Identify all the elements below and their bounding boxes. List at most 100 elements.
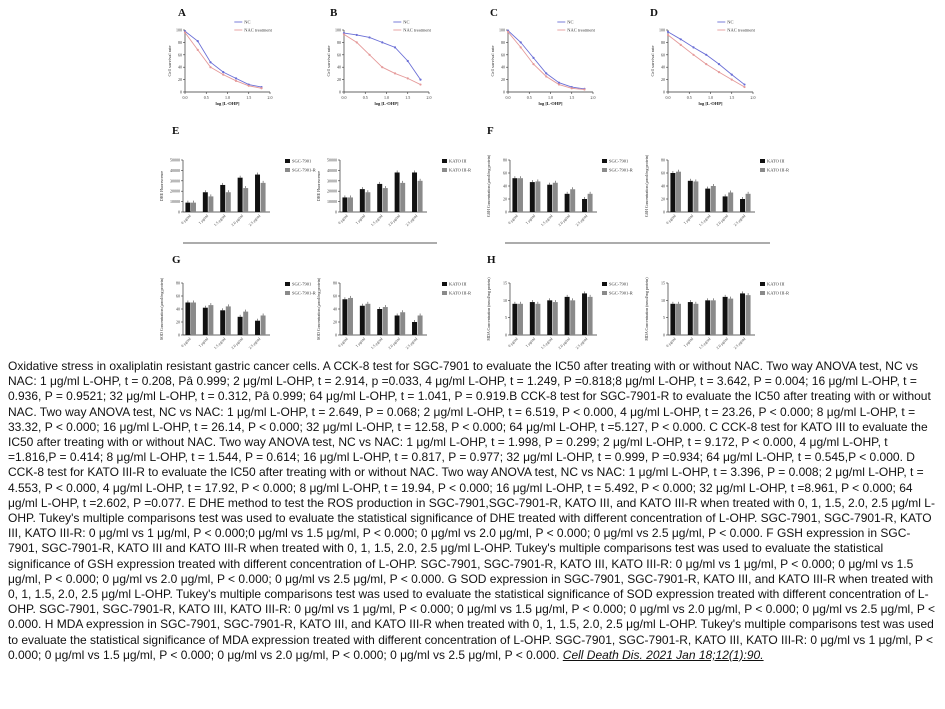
data-point	[570, 87, 573, 90]
bar-resistant	[400, 312, 406, 335]
x-tick-label: 2.5 μg/ml	[575, 337, 588, 350]
data-point	[406, 59, 409, 63]
x-tick-label: 2.5 μg/ml	[248, 214, 261, 227]
legend-swatch	[442, 282, 447, 286]
x-tick-label: 0 μg/ml	[337, 337, 348, 348]
x-tick-label: 0.5	[204, 95, 209, 100]
x-tick-label: 1.0	[708, 95, 713, 100]
series-line-nc	[343, 32, 421, 80]
legend-swatch	[760, 282, 765, 286]
bar-parental	[512, 303, 518, 335]
x-tick-label: 2.0 μg/ml	[558, 214, 571, 227]
data-point	[419, 83, 422, 86]
data-point	[222, 71, 225, 74]
x-tick-label: 2.0 μg/ml	[716, 214, 729, 227]
data-point	[532, 63, 535, 66]
x-tick-label: 0 μg/ml	[180, 214, 191, 225]
figure-caption: Oxidative stress in oxaliplatin resistan…	[8, 359, 938, 705]
data-point	[545, 72, 548, 75]
bar-parental	[705, 188, 711, 212]
x-tick-label: 1.5 μg/ml	[213, 214, 226, 227]
y-tick-label: 80	[501, 40, 505, 45]
y-tick-label: 20	[501, 77, 505, 82]
bar-resistant	[693, 303, 699, 335]
data-point	[705, 63, 708, 66]
data-point	[342, 33, 346, 36]
y-tick-label: 60	[176, 294, 180, 299]
legend-label: KATO III-R	[767, 168, 789, 173]
legend-label: NAC treatment	[403, 28, 431, 33]
series-line-nc	[667, 31, 745, 85]
y-tick-label: 80	[178, 40, 182, 45]
y-tick-label: 80	[503, 158, 507, 163]
data-point	[368, 36, 371, 39]
data-point	[666, 33, 670, 37]
bar-resistant	[243, 188, 249, 212]
bar-resistant	[243, 311, 249, 335]
y-axis-label: MDA Concentration (nmol/mg protein)	[644, 277, 649, 341]
y-tick-label: 0	[663, 333, 665, 338]
y-tick-label: 80	[661, 158, 665, 163]
y-tick-label: 100	[335, 28, 341, 33]
y-tick-label: 60	[501, 52, 505, 57]
y-tick-label: 40	[176, 307, 180, 312]
bar-parental	[359, 189, 365, 212]
legend-swatch	[442, 159, 447, 163]
legend-label: KATO III	[449, 159, 467, 164]
data-point	[260, 87, 263, 90]
y-tick-label: 50000	[327, 158, 337, 163]
legend-label: NC	[244, 20, 250, 25]
bar-parental	[255, 320, 261, 335]
data-point	[393, 46, 397, 49]
panel-label-H: H	[487, 254, 496, 266]
bar-resistant	[365, 303, 371, 335]
bar-parental	[394, 315, 400, 335]
data-point	[222, 73, 225, 76]
bar-resistant	[570, 189, 576, 212]
data-point	[717, 71, 721, 74]
bar-parental	[722, 196, 728, 212]
bar-parental	[512, 178, 518, 212]
bar-parental	[670, 303, 676, 335]
legend-label: SGC-7901-R	[609, 168, 633, 173]
citation-link[interactable]: Cell Death Dis. 2021 Jan 18;12(1):90.	[562, 647, 764, 662]
x-tick-label: 1.0	[384, 95, 389, 100]
bar-resistant	[710, 300, 716, 335]
x-tick-label: 2.0	[591, 95, 596, 100]
data-point	[717, 63, 721, 66]
x-tick-label: 1.5 μg/ml	[698, 214, 711, 227]
bar-parental	[377, 183, 383, 212]
y-tick-label: 20	[503, 197, 507, 202]
y-tick-label: 30000	[170, 178, 180, 183]
y-axis-label: GSH Concentration (μmol/mg protein)	[486, 154, 491, 217]
y-tick-label: 0	[335, 333, 337, 338]
legend-swatch	[285, 168, 290, 172]
panel-label-B: B	[330, 7, 338, 19]
data-point	[393, 72, 397, 75]
y-axis-label: SOD Concentration (μmol/mg protein)	[316, 277, 321, 340]
bar-resistant	[535, 303, 541, 335]
data-point	[355, 33, 358, 37]
y-tick-label: 20	[661, 197, 665, 202]
bar-resistant	[518, 178, 523, 212]
bar-parental	[529, 302, 535, 335]
legend-label: SGC-7901-R	[609, 291, 633, 296]
y-axis-label: GSH Concentration (μmol/mg protein)	[644, 154, 649, 217]
panel-label-E: E	[172, 125, 179, 137]
data-point	[209, 66, 212, 69]
y-tick-label: 20	[337, 77, 341, 82]
y-tick-label: 0	[505, 333, 507, 338]
bar-resistant	[570, 300, 576, 335]
legend-swatch	[442, 291, 447, 295]
bar-resistant	[225, 306, 231, 335]
x-tick-label: 1.5 μg/ml	[698, 337, 711, 350]
series-line-nac	[184, 32, 262, 89]
bar-parental	[342, 299, 348, 335]
bar-resistant	[676, 171, 681, 212]
x-tick-label: 1.5 μg/ml	[540, 214, 553, 227]
bar-resistant	[382, 188, 388, 212]
y-tick-label: 0	[178, 210, 180, 215]
bar-resistant	[382, 307, 388, 335]
y-axis-label: Cell survival rate	[326, 46, 331, 77]
bar-parental	[705, 300, 711, 335]
